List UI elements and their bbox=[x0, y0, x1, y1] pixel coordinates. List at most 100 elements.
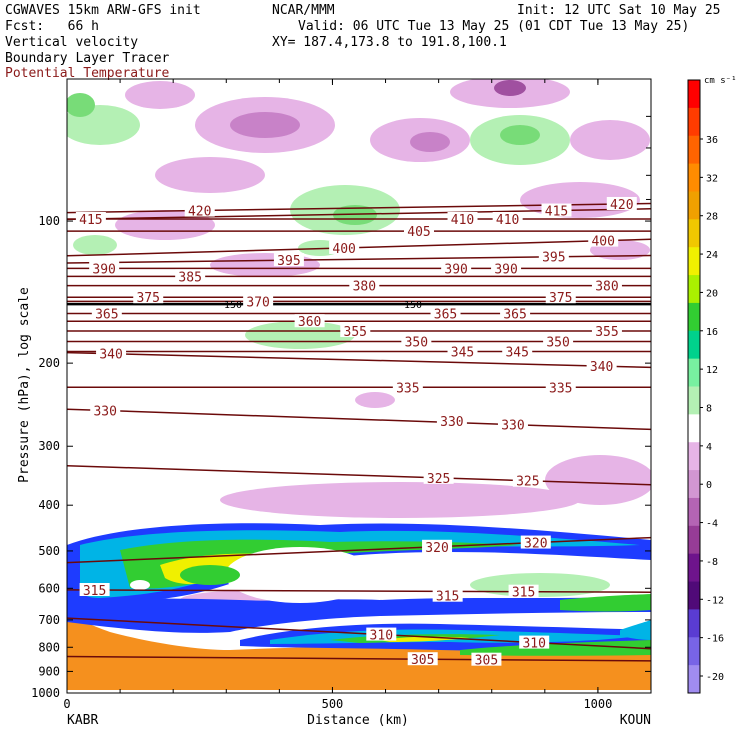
theta-label: 375 bbox=[549, 291, 572, 306]
theta-contour-line bbox=[67, 655, 651, 662]
y-tick-label: 800 bbox=[38, 640, 60, 654]
x-tick-label: 500 bbox=[322, 697, 344, 711]
theta-label-bg bbox=[329, 240, 360, 254]
theta-label: 355 bbox=[595, 325, 618, 340]
theta-label-bg bbox=[403, 224, 434, 238]
colorbar-swatch bbox=[688, 163, 700, 192]
w-down-blob bbox=[155, 157, 265, 193]
w-up-blob bbox=[333, 205, 377, 225]
theta-label: 410 bbox=[496, 213, 519, 228]
y-tick-label: 100 bbox=[38, 214, 60, 228]
x-tick-label: 0 bbox=[63, 697, 70, 711]
theta-label-bg bbox=[591, 324, 622, 338]
theta-label-bg bbox=[591, 278, 622, 292]
colorbar-frame bbox=[687, 79, 701, 694]
theta-label-bg bbox=[519, 635, 550, 649]
theta-label-bg bbox=[273, 253, 304, 267]
theta-label: 330 bbox=[440, 415, 463, 430]
theta-label-bg bbox=[96, 346, 127, 360]
theta-label-bg bbox=[243, 294, 274, 308]
theta-label: 350 bbox=[405, 336, 428, 351]
w-up-blob bbox=[470, 573, 610, 597]
colorbar-swatch bbox=[688, 665, 700, 694]
theta-label-bg bbox=[492, 212, 523, 226]
model-title: CGWAVES 15km ARW-GFS init bbox=[5, 3, 201, 18]
theta-label: 340 bbox=[99, 348, 122, 363]
y-tick-label: 900 bbox=[38, 664, 60, 678]
theta-label: 355 bbox=[344, 325, 367, 340]
colorbar-swatch bbox=[688, 525, 700, 555]
theta-label: 350 bbox=[546, 336, 569, 351]
colorbar-tick-label: 32 bbox=[706, 173, 718, 184]
theta-label: 310 bbox=[522, 637, 545, 652]
colorbar-swatch bbox=[688, 275, 700, 304]
theta-label-bg bbox=[491, 261, 522, 275]
distance-axis: 0 500 1000 bbox=[63, 79, 612, 711]
left-endpoint-label: KABR bbox=[67, 713, 98, 728]
colorbar-tick-label: 4 bbox=[706, 442, 712, 453]
y-axis-label: Pressure (hPa), log scale bbox=[17, 287, 32, 483]
colorbar-swatch bbox=[688, 470, 700, 499]
theta-label-bg bbox=[545, 380, 576, 394]
theta-label-bg bbox=[447, 344, 478, 358]
theta-label: 330 bbox=[93, 405, 116, 420]
w-up-blob bbox=[73, 235, 117, 255]
colorbar-swatch bbox=[688, 442, 700, 471]
theta-label: 365 bbox=[434, 308, 457, 323]
theta-label: 345 bbox=[505, 346, 528, 361]
init-time: Init: 12 UTC Sat 10 May 25 bbox=[517, 3, 721, 18]
y-tick-label: 600 bbox=[38, 581, 60, 595]
theta-label-bg bbox=[471, 652, 502, 666]
pressure-axis: 100 200 300 400 500 600 700 800 900 1000 bbox=[31, 78, 651, 700]
colorbar-swatch bbox=[688, 80, 700, 109]
theta-label-bg bbox=[508, 584, 539, 598]
theta-label: 360 bbox=[298, 315, 321, 330]
y-tick-label: 700 bbox=[38, 613, 60, 627]
colorbar-tick-label: -4 bbox=[706, 519, 718, 530]
theta-label-bg bbox=[436, 413, 467, 427]
w-down-blob bbox=[545, 455, 651, 505]
w-down-blob bbox=[220, 482, 580, 518]
theta-label-bg bbox=[133, 290, 164, 304]
theta-contour-labels: 420 420 415 415 410 410 405 400 400 395 395 390 390 3… bbox=[75, 196, 637, 669]
theta-label: 320 bbox=[425, 541, 448, 556]
theta-label-bg bbox=[89, 261, 120, 275]
theta-label: 335 bbox=[549, 381, 572, 396]
colorbar-tick-label: 16 bbox=[706, 327, 718, 338]
theta-label: 400 bbox=[591, 235, 614, 250]
theta-label: 315 bbox=[436, 590, 459, 605]
colorbar-tick-label: 0 bbox=[706, 480, 712, 491]
colorbar-swatch bbox=[688, 637, 700, 666]
theta-label-bg bbox=[512, 473, 543, 487]
theta-label: 345 bbox=[451, 346, 474, 361]
theta-label: 305 bbox=[411, 653, 434, 668]
colorbar-tick-label: -8 bbox=[706, 557, 718, 568]
theta-label: 340 bbox=[590, 360, 613, 375]
theta-label: 395 bbox=[277, 254, 300, 269]
vertical-velocity-field bbox=[67, 79, 651, 610]
colorbar-tick-label: 36 bbox=[706, 135, 718, 146]
theta-contour-line bbox=[67, 536, 651, 564]
colorbar-swatch bbox=[688, 553, 700, 583]
tropopause-label: 150 bbox=[224, 300, 242, 311]
theta-contour-line bbox=[67, 351, 651, 369]
theta-label: 420 bbox=[188, 205, 211, 220]
field-tracer: Boundary Layer Tracer bbox=[5, 51, 170, 66]
right-endpoint-label: KOUN bbox=[620, 713, 651, 728]
colorbar-tick-label: -12 bbox=[706, 595, 724, 606]
theta-label: 410 bbox=[451, 213, 474, 228]
colorbar-tick-label: 8 bbox=[706, 404, 712, 415]
theta-label-bg bbox=[520, 535, 551, 549]
x-axis-label: Distance (km) bbox=[307, 713, 409, 728]
theta-contour-line bbox=[67, 589, 651, 593]
w-down-blob bbox=[125, 81, 195, 109]
plot-frame bbox=[66, 78, 652, 694]
theta-label-bg bbox=[538, 249, 569, 263]
colorbar-tick-label: 24 bbox=[706, 250, 718, 261]
field-potential-temperature: Potential Temperature bbox=[5, 66, 170, 81]
theta-label: 405 bbox=[407, 225, 430, 240]
theta-label-bg bbox=[586, 359, 617, 373]
theta-label-bg bbox=[407, 652, 438, 666]
y-tick-label: 400 bbox=[38, 498, 60, 512]
